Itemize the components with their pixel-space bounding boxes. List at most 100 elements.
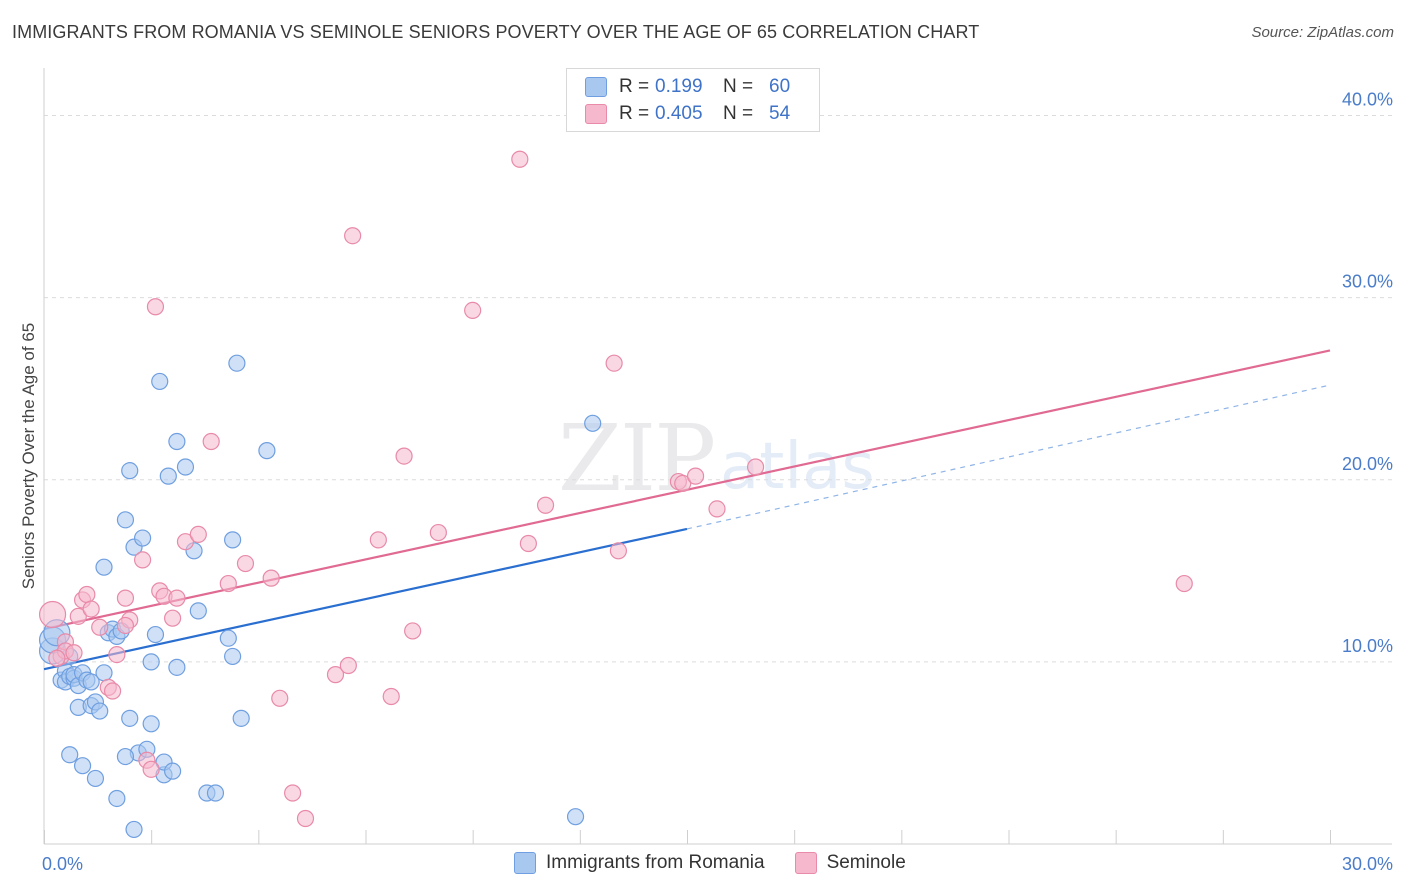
data-point-romania[interactable]: [142, 715, 160, 733]
data-point-seminole[interactable]: [189, 525, 207, 544]
data-point-seminole[interactable]: [536, 496, 555, 514]
data-point-romania[interactable]: [164, 762, 182, 780]
legend-row-seminole: R = 0.405 N = 54: [585, 101, 790, 127]
data-point-seminole[interactable]: [344, 227, 362, 245]
data-point-seminole[interactable]: [78, 585, 96, 604]
data-point-seminole[interactable]: [202, 432, 220, 451]
y-tick-label: 30.0%: [1342, 272, 1393, 292]
data-point-romania[interactable]: [121, 462, 139, 480]
legend-r-value: 0.199: [655, 76, 703, 97]
data-point-romania[interactable]: [146, 625, 165, 644]
data-point-romania[interactable]: [168, 658, 186, 676]
data-point-romania[interactable]: [73, 757, 92, 775]
data-point-seminole[interactable]: [48, 649, 66, 667]
data-point-seminole[interactable]: [674, 474, 692, 493]
legend-row-romania: R = 0.199 N = 60: [585, 74, 790, 100]
data-point-seminole[interactable]: [296, 809, 315, 828]
data-point-seminole[interactable]: [142, 760, 160, 778]
data-point-romania[interactable]: [142, 653, 160, 671]
data-point-romania[interactable]: [206, 784, 225, 802]
data-point-seminole[interactable]: [708, 500, 726, 518]
y-tick-label: 20.0%: [1342, 454, 1393, 474]
legend-item-seminole[interactable]: Seminole: [794, 852, 906, 874]
chart-title: IMMIGRANTS FROM ROMANIA VS SEMINOLE SENI…: [12, 22, 980, 42]
legend-item-romania[interactable]: Immigrants from Romania: [514, 852, 765, 874]
data-point-seminole[interactable]: [271, 689, 289, 707]
data-point-romania[interactable]: [584, 414, 602, 432]
data-point-seminole[interactable]: [103, 682, 122, 700]
data-point-romania[interactable]: [224, 531, 242, 549]
data-point-seminole[interactable]: [133, 551, 152, 569]
legend-swatch-seminole: [794, 852, 817, 874]
legend-n-value: 54: [769, 103, 791, 124]
data-point-seminole[interactable]: [176, 533, 195, 551]
data-point-romania[interactable]: [176, 458, 195, 476]
data-point-romania[interactable]: [116, 747, 135, 766]
data-point-romania[interactable]: [258, 442, 276, 460]
data-point-romania[interactable]: [108, 789, 126, 808]
legend-swatch-romania: [514, 852, 536, 874]
data-point-seminole[interactable]: [404, 622, 422, 640]
x-tick-label: 30.0%: [1342, 854, 1393, 874]
legend-n-label: N =: [723, 76, 754, 97]
data-point-seminole[interactable]: [65, 644, 83, 662]
data-point-romania[interactable]: [116, 511, 135, 529]
data-point-seminole[interactable]: [519, 534, 537, 553]
data-point-seminole[interactable]: [464, 301, 482, 319]
series-legend: Immigrants from Romania Seminole: [514, 852, 936, 874]
data-point-seminole[interactable]: [609, 542, 628, 560]
data-point-seminole[interactable]: [339, 656, 357, 675]
data-point-romania[interactable]: [189, 602, 207, 620]
data-point-romania[interactable]: [91, 702, 109, 720]
data-point-seminole[interactable]: [116, 616, 135, 635]
data-point-seminole[interactable]: [746, 458, 765, 476]
y-tick-label: 40.0%: [1342, 90, 1393, 110]
data-point-seminole[interactable]: [164, 609, 182, 627]
data-point-romania[interactable]: [566, 808, 585, 826]
data-point-seminole[interactable]: [146, 298, 165, 316]
data-point-romania[interactable]: [133, 529, 152, 547]
data-point-seminole[interactable]: [69, 607, 87, 625]
data-point-romania[interactable]: [151, 372, 169, 391]
data-point-romania[interactable]: [82, 673, 100, 691]
data-point-romania[interactable]: [224, 647, 242, 666]
data-point-seminole[interactable]: [429, 523, 447, 542]
legend-swatch-seminole: [585, 104, 607, 124]
data-point-seminole[interactable]: [284, 784, 302, 802]
data-point-romania[interactable]: [125, 820, 143, 839]
data-point-romania[interactable]: [121, 709, 139, 727]
data-point-seminole[interactable]: [38, 600, 67, 629]
legend-swatch-romania: [585, 77, 607, 97]
data-point-romania[interactable]: [219, 629, 237, 647]
data-point-romania[interactable]: [61, 746, 79, 764]
y-tick-label: 10.0%: [1342, 636, 1393, 656]
data-point-romania[interactable]: [86, 769, 105, 788]
data-point-romania[interactable]: [228, 354, 246, 372]
data-point-seminole[interactable]: [326, 666, 345, 684]
data-point-seminole[interactable]: [686, 467, 705, 485]
data-point-seminole[interactable]: [91, 618, 109, 636]
data-point-seminole[interactable]: [262, 569, 280, 587]
legend-n-label: N =: [723, 103, 754, 124]
data-point-seminole[interactable]: [219, 574, 237, 593]
data-point-seminole[interactable]: [382, 687, 400, 706]
data-point-romania[interactable]: [168, 432, 186, 451]
data-point-seminole[interactable]: [82, 600, 100, 618]
legend-r-label: R =: [619, 103, 650, 124]
data-point-seminole[interactable]: [236, 554, 255, 573]
data-point-seminole[interactable]: [605, 354, 623, 372]
data-point-seminole[interactable]: [369, 531, 387, 549]
axes: [43, 68, 1392, 845]
data-point-romania[interactable]: [95, 664, 113, 682]
data-point-seminole[interactable]: [1175, 574, 1193, 593]
data-point-romania[interactable]: [95, 558, 113, 576]
data-point-seminole[interactable]: [116, 589, 135, 607]
data-point-seminole[interactable]: [168, 589, 186, 607]
data-point-romania[interactable]: [159, 467, 177, 485]
data-point-seminole[interactable]: [395, 447, 413, 465]
data-point-romania[interactable]: [232, 709, 250, 727]
legend-r-label: R =: [619, 76, 650, 97]
data-point-seminole[interactable]: [511, 150, 529, 168]
data-point-seminole[interactable]: [108, 645, 126, 664]
